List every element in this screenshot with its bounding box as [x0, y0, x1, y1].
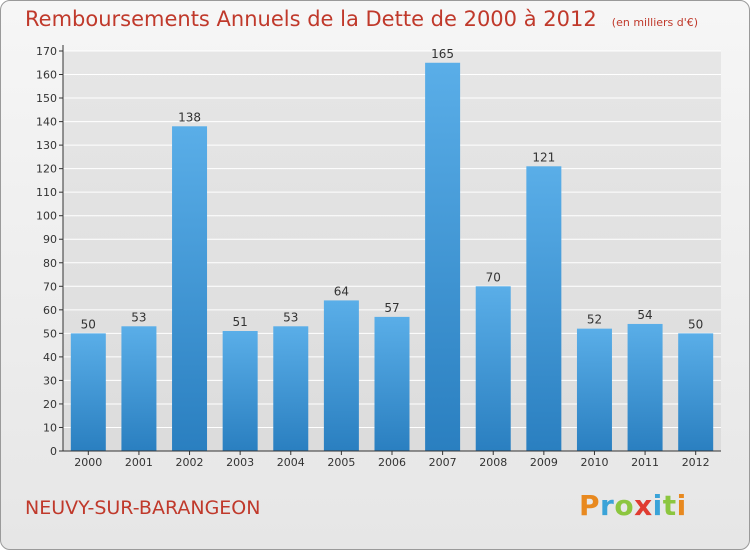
x-tick-label: 2004: [277, 456, 305, 469]
y-tick-labels: 0 10 20 30 40 50 60 70 80 90 100 110 120 130 140 150 160…: [36, 45, 57, 458]
x-tick-label: 2012: [682, 456, 710, 469]
data-label: 52: [587, 313, 602, 327]
data-label: 121: [532, 150, 555, 164]
y-tick-label: 150: [36, 92, 57, 105]
bar-2007: [425, 62, 461, 451]
bars: [70, 62, 714, 451]
bar-2009: [526, 166, 562, 451]
x-tick-label: 2001: [125, 456, 153, 469]
bar-2006: [374, 316, 410, 451]
bar-2000: [70, 333, 106, 451]
data-labels: 50 53 138 51 53 64 57 165 70 121 52 54 50: [81, 47, 704, 332]
x-tick-label: 2009: [530, 456, 558, 469]
bar-2003: [222, 331, 258, 451]
x-tick-label: 2007: [429, 456, 457, 469]
data-label: 50: [81, 317, 96, 331]
bar-2010: [576, 328, 612, 451]
y-tick-label: 30: [43, 374, 57, 387]
y-tick-label: 60: [43, 304, 57, 317]
axes: [59, 45, 721, 455]
x-tick-label: 2000: [74, 456, 102, 469]
bar-2002: [172, 126, 208, 451]
data-label: 53: [283, 310, 298, 324]
y-tick-label: 50: [43, 327, 57, 340]
title-row: Remboursements Annuels de la Dette de 20…: [25, 7, 698, 31]
data-label: 53: [131, 310, 146, 324]
x-tick-label: 2008: [479, 456, 507, 469]
y-tick-label: 90: [43, 233, 57, 246]
data-label: 50: [688, 317, 703, 331]
y-tick-label: 140: [36, 116, 57, 129]
data-label: 64: [334, 284, 349, 298]
y-tick-label: 80: [43, 257, 57, 270]
bar-2011: [627, 323, 663, 451]
data-label: 51: [233, 315, 248, 329]
y-tick-label: 20: [43, 398, 57, 411]
x-tick-label: 2010: [580, 456, 608, 469]
proxiti-logo: Proxiti: [579, 489, 687, 522]
data-label: 57: [384, 301, 399, 315]
chart-subtitle: (en milliers d'€): [611, 16, 699, 29]
y-tick-label: 0: [50, 445, 57, 458]
x-tick-label: 2002: [176, 456, 204, 469]
commune-name: NEUVY-SUR-BARANGEON: [25, 497, 261, 519]
data-label: 165: [431, 47, 454, 61]
y-tick-label: 120: [36, 163, 57, 176]
x-tick-labels: 2000 2001 2002 2003 2004 2005 2006 2007 2008 2009…: [74, 456, 709, 469]
x-tick-label: 2005: [327, 456, 355, 469]
x-tick-label: 2006: [378, 456, 406, 469]
y-tick-label: 170: [36, 45, 57, 58]
data-label: 138: [178, 110, 201, 124]
y-tick-label: 100: [36, 210, 57, 223]
bar-2005: [323, 300, 359, 451]
y-tick-label: 110: [36, 186, 57, 199]
bar-2001: [121, 326, 157, 451]
bar-2012: [678, 333, 714, 451]
y-tick-label: 10: [43, 421, 57, 434]
y-tick-label: 40: [43, 351, 57, 364]
data-label: 70: [486, 270, 501, 284]
chart-title: Remboursements Annuels de la Dette de 20…: [25, 7, 597, 31]
x-tick-label: 2011: [631, 456, 659, 469]
y-tick-label: 70: [43, 280, 57, 293]
x-tick-label: 2003: [226, 456, 254, 469]
y-tick-label: 160: [36, 69, 57, 82]
bar-2004: [273, 326, 309, 451]
data-label: 54: [637, 308, 652, 322]
y-tick-label: 130: [36, 139, 57, 152]
bar-2008: [475, 286, 511, 451]
